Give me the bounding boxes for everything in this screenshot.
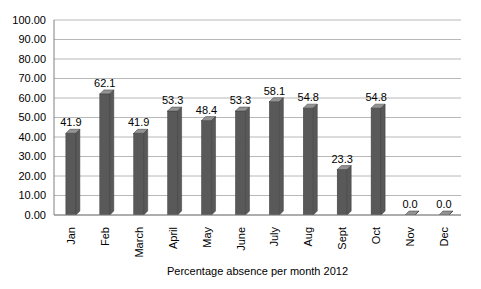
svg-text:0.0: 0.0 (402, 198, 417, 210)
svg-text:0.00: 0.00 (25, 209, 46, 221)
svg-text:80.00: 80.00 (18, 53, 46, 65)
svg-text:50.00: 50.00 (18, 111, 46, 123)
svg-text:40.00: 40.00 (18, 131, 46, 143)
svg-text:March: March (133, 227, 145, 258)
svg-text:Sept: Sept (336, 227, 348, 250)
svg-text:41.9: 41.9 (60, 116, 81, 128)
svg-text:Oct: Oct (370, 227, 382, 244)
svg-text:90.00: 90.00 (18, 33, 46, 45)
svg-text:May: May (201, 227, 213, 248)
svg-text:100.00: 100.00 (12, 14, 46, 26)
svg-text:Nov: Nov (404, 227, 416, 247)
svg-text:62.1: 62.1 (94, 77, 115, 89)
svg-text:10.00: 10.00 (18, 189, 46, 201)
svg-text:20.00: 20.00 (18, 170, 46, 182)
svg-text:70.00: 70.00 (18, 72, 46, 84)
svg-text:July: July (268, 227, 280, 247)
svg-text:Aug: Aug (302, 227, 314, 247)
svg-text:Feb: Feb (99, 227, 111, 246)
svg-text:60.00: 60.00 (18, 92, 46, 104)
svg-text:48.4: 48.4 (196, 104, 217, 116)
svg-text:June: June (235, 227, 247, 251)
svg-text:53.3: 53.3 (230, 94, 251, 106)
svg-text:Jan: Jan (65, 227, 77, 245)
svg-text:58.1: 58.1 (264, 85, 285, 97)
svg-text:54.8: 54.8 (298, 91, 319, 103)
svg-text:53.3: 53.3 (162, 94, 183, 106)
svg-text:Percentage absence per month 2: Percentage absence per month 2012 (167, 265, 348, 277)
svg-text:0.0: 0.0 (436, 198, 451, 210)
svg-text:41.9: 41.9 (128, 116, 149, 128)
svg-text:30.00: 30.00 (18, 150, 46, 162)
svg-text:54.8: 54.8 (365, 91, 386, 103)
svg-text:Dec: Dec (438, 227, 450, 247)
svg-text:April: April (167, 227, 179, 249)
svg-text:23.3: 23.3 (331, 153, 352, 165)
